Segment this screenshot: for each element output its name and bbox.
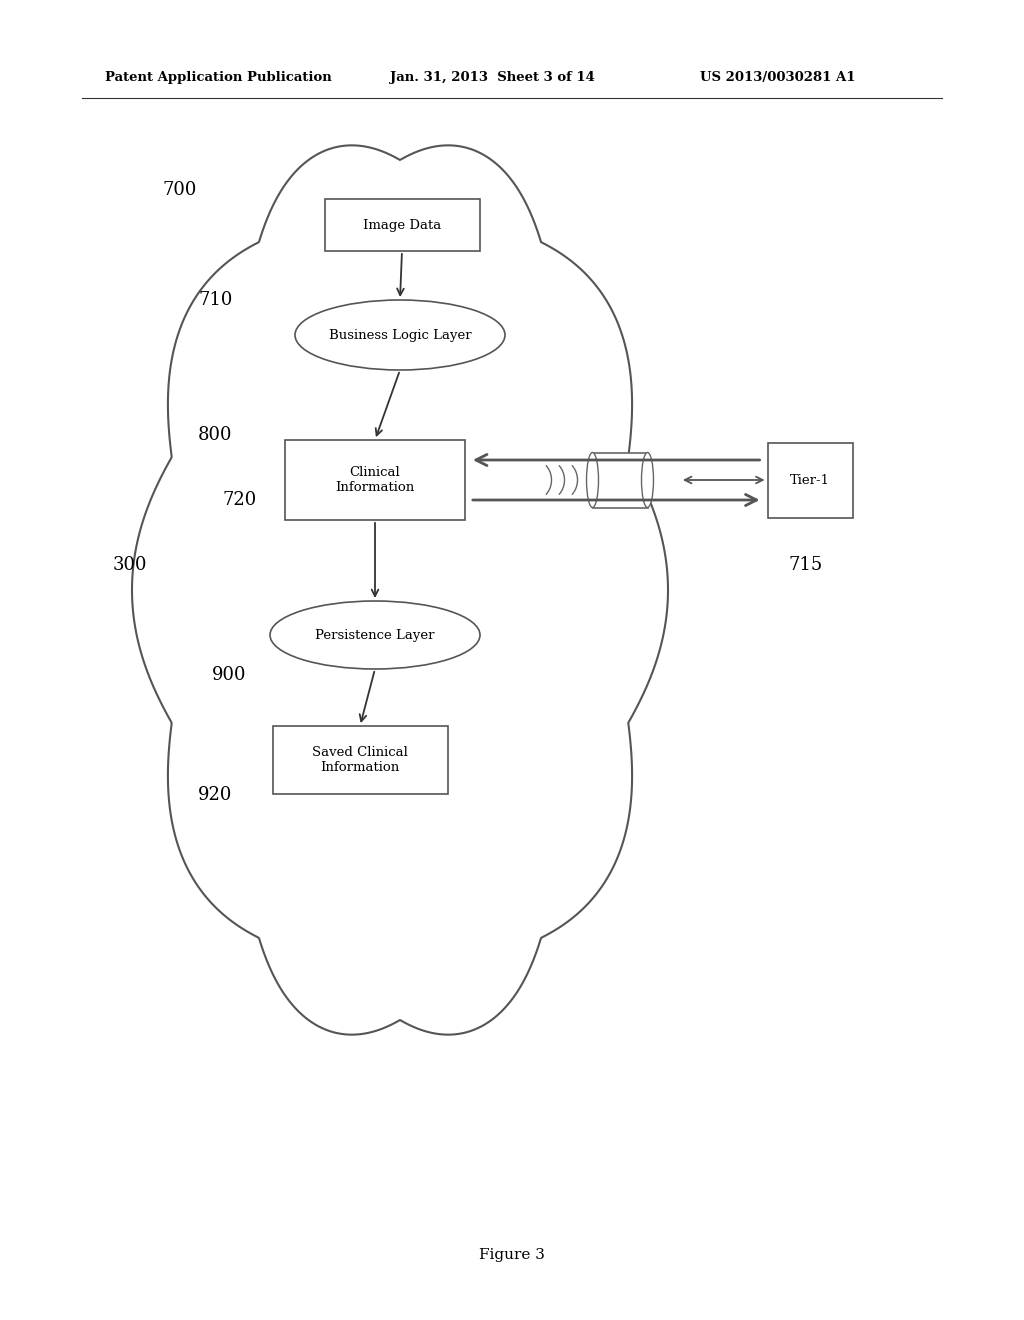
FancyBboxPatch shape bbox=[325, 199, 479, 251]
Ellipse shape bbox=[587, 453, 598, 507]
Text: 715: 715 bbox=[788, 556, 822, 574]
Text: Jan. 31, 2013  Sheet 3 of 14: Jan. 31, 2013 Sheet 3 of 14 bbox=[390, 71, 595, 84]
Text: 700: 700 bbox=[163, 181, 198, 199]
Text: Clinical
Information: Clinical Information bbox=[336, 466, 415, 494]
Text: Image Data: Image Data bbox=[362, 219, 441, 231]
Text: Saved Clinical
Information: Saved Clinical Information bbox=[312, 746, 408, 774]
Text: Patent Application Publication: Patent Application Publication bbox=[105, 71, 332, 84]
Text: 300: 300 bbox=[113, 556, 147, 574]
Ellipse shape bbox=[641, 453, 653, 507]
Text: Persistence Layer: Persistence Layer bbox=[315, 628, 435, 642]
Text: 800: 800 bbox=[198, 426, 232, 444]
FancyBboxPatch shape bbox=[272, 726, 447, 795]
Text: 920: 920 bbox=[198, 785, 232, 804]
Text: 720: 720 bbox=[222, 491, 256, 510]
Text: 900: 900 bbox=[212, 667, 247, 684]
Ellipse shape bbox=[295, 300, 505, 370]
FancyBboxPatch shape bbox=[285, 440, 465, 520]
Text: 710: 710 bbox=[198, 290, 232, 309]
FancyBboxPatch shape bbox=[768, 442, 853, 517]
FancyBboxPatch shape bbox=[593, 453, 647, 507]
Text: Figure 3: Figure 3 bbox=[479, 1247, 545, 1262]
Text: US 2013/0030281 A1: US 2013/0030281 A1 bbox=[700, 71, 855, 84]
Text: Business Logic Layer: Business Logic Layer bbox=[329, 329, 471, 342]
Text: Tier-1: Tier-1 bbox=[790, 474, 830, 487]
Ellipse shape bbox=[270, 601, 480, 669]
